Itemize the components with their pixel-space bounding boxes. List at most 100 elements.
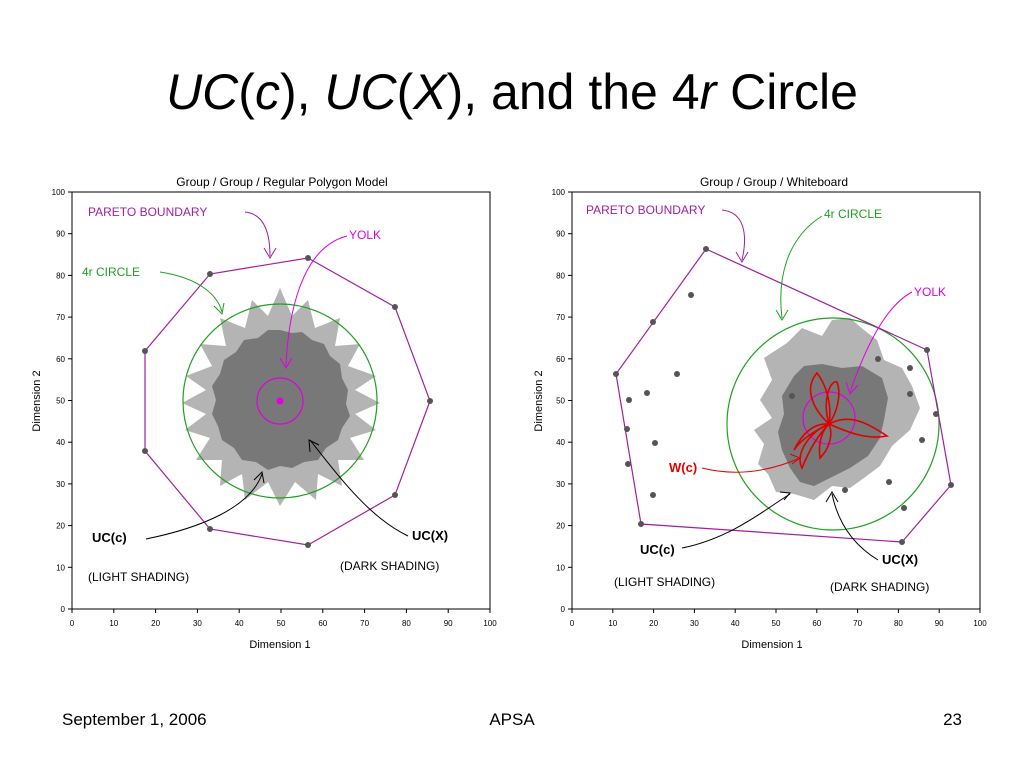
right-circle-arrowhead bbox=[775, 309, 789, 321]
y-tick-label: 60 bbox=[56, 355, 65, 364]
x-tick-label: 60 bbox=[812, 619, 821, 628]
right-pareto-arrow bbox=[721, 209, 745, 261]
right-circle-arrow bbox=[780, 215, 823, 319]
left-pareto-boundary bbox=[144, 257, 431, 546]
right-yolk-arrowhead bbox=[845, 381, 859, 395]
x-tick-label: 70 bbox=[853, 619, 862, 628]
right-uc-c-label: UC(c) bbox=[640, 542, 675, 557]
y-tick-label: 80 bbox=[56, 271, 65, 280]
left-pareto-label: PARETO BOUNDARY bbox=[88, 205, 207, 219]
x-tick-label: 30 bbox=[193, 619, 202, 628]
left-uc-x-label: UC(X) bbox=[412, 528, 448, 543]
x-tick-label: 40 bbox=[235, 619, 244, 628]
x-tick-label: 10 bbox=[109, 619, 118, 628]
footer-center: APSA bbox=[489, 710, 535, 729]
y-tick-label: 50 bbox=[56, 397, 65, 406]
right-uc-x-arrowhead bbox=[825, 491, 839, 503]
x-tick-label: 90 bbox=[444, 619, 453, 628]
title-part: ), bbox=[279, 64, 325, 120]
x-tick-label: 10 bbox=[608, 619, 617, 628]
right-uc-c-arrowhead bbox=[779, 491, 792, 501]
right-4r-circle bbox=[726, 317, 940, 531]
x-tick-label: 20 bbox=[151, 619, 160, 628]
left-uc-x-arrow bbox=[309, 439, 409, 537]
right-w-c-arrowhead bbox=[789, 453, 802, 465]
left-yolk-label: YOLK bbox=[349, 228, 381, 242]
slide-title: UC(c), UC(X), and the 4r Circle bbox=[0, 62, 1024, 122]
x-tick-label: 60 bbox=[318, 619, 327, 628]
left-circle-arrowhead bbox=[213, 302, 225, 316]
x-tick-label: 0 bbox=[70, 619, 75, 628]
x-tick-label: 30 bbox=[690, 619, 699, 628]
left-yolk-center bbox=[276, 397, 284, 405]
left-voter-points bbox=[142, 255, 433, 548]
right-dark-shading-label: (DARK SHADING) bbox=[830, 580, 929, 594]
right-pareto-label: PARETO BOUNDARY bbox=[586, 203, 705, 217]
y-tick-label: 50 bbox=[556, 397, 565, 406]
right-uc-c-arrow bbox=[681, 493, 791, 549]
y-tick-label: 60 bbox=[556, 355, 565, 364]
y-tick-label: 100 bbox=[552, 188, 566, 197]
y-tick-label: 70 bbox=[556, 313, 565, 322]
left-uc-x-arrowhead bbox=[308, 439, 320, 453]
right-yolk-arrow bbox=[849, 291, 913, 393]
y-tick-label: 90 bbox=[56, 230, 65, 239]
right-voter-points bbox=[613, 246, 954, 545]
y-tick-label: 90 bbox=[556, 230, 565, 239]
y-tick-label: 80 bbox=[556, 271, 565, 280]
left-dark-shading-label: (DARK SHADING) bbox=[340, 559, 439, 573]
right-uc-x-label: UC(X) bbox=[882, 552, 918, 567]
y-tick-label: 10 bbox=[556, 563, 565, 572]
right-plot-frame bbox=[571, 191, 981, 610]
left-y-axis-label: Dimension 2 bbox=[31, 370, 43, 431]
title-part: Circle bbox=[716, 64, 858, 120]
y-tick-label: 70 bbox=[56, 313, 65, 322]
left-yolk-circle bbox=[256, 377, 304, 425]
left-uc-c-label: UC(c) bbox=[92, 530, 127, 545]
title-part: UC bbox=[166, 64, 239, 120]
right-axis-ticks: 00 10 10 20 20 30 30 40 40 50 50 60 60 70 70 80 80 90 90 10… bbox=[552, 188, 988, 628]
left-circle-arrow bbox=[159, 271, 223, 313]
right-w-c-petals bbox=[793, 371, 890, 470]
left-x-axis-label: Dimension 1 bbox=[249, 639, 310, 651]
left-uc-c-arrowhead bbox=[253, 470, 265, 484]
title-part: X bbox=[413, 64, 447, 120]
right-uc-x-arrow bbox=[831, 493, 879, 561]
left-uc-c-arrow bbox=[145, 473, 263, 540]
right-w-c-label: W(c) bbox=[669, 460, 697, 475]
left-4r-circle bbox=[182, 303, 378, 499]
title-part: ( bbox=[238, 64, 255, 120]
y-tick-label: 0 bbox=[561, 605, 566, 614]
right-w-c-arrow bbox=[701, 457, 801, 473]
title-part: r bbox=[699, 64, 717, 120]
y-tick-label: 40 bbox=[556, 438, 565, 447]
x-tick-label: 70 bbox=[360, 619, 369, 628]
right-yolk-label: YOLK bbox=[914, 285, 946, 299]
right-x-axis-label: Dimension 1 bbox=[741, 639, 802, 651]
y-tick-label: 10 bbox=[56, 563, 65, 572]
footer-date: September 1, 2006 bbox=[62, 710, 207, 729]
y-tick-label: 0 bbox=[61, 605, 66, 614]
right-y-axis-label: Dimension 2 bbox=[533, 370, 545, 431]
x-tick-label: 0 bbox=[570, 619, 575, 628]
x-tick-label: 100 bbox=[483, 619, 497, 628]
title-part: c bbox=[254, 64, 280, 120]
x-tick-label: 80 bbox=[402, 619, 411, 628]
left-pareto-arrow bbox=[244, 211, 271, 257]
x-tick-label: 90 bbox=[935, 619, 944, 628]
title-part: ), and the 4 bbox=[446, 64, 700, 120]
left-axis-ticks: 00 10 10 20 20 30 30 40 40 50 50 60 60 70 70 80 80 90 90 10… bbox=[52, 188, 498, 628]
right-figure: Group / Group / Whiteboard Dimension 1 D… bbox=[532, 168, 992, 658]
y-tick-label: 100 bbox=[52, 188, 66, 197]
x-tick-label: 50 bbox=[772, 619, 781, 628]
x-tick-label: 80 bbox=[894, 619, 903, 628]
title-part: UC bbox=[324, 64, 397, 120]
right-plot-title: Group / Group / Whiteboard bbox=[700, 175, 848, 189]
y-tick-label: 20 bbox=[56, 522, 65, 531]
y-tick-label: 30 bbox=[56, 480, 65, 489]
y-tick-label: 40 bbox=[56, 438, 65, 447]
right-diagram: Group / Group / Whiteboard Dimension 1 D… bbox=[533, 175, 988, 651]
left-yolk-arrow bbox=[285, 235, 348, 367]
y-tick-label: 30 bbox=[556, 480, 565, 489]
x-tick-label: 100 bbox=[973, 619, 987, 628]
